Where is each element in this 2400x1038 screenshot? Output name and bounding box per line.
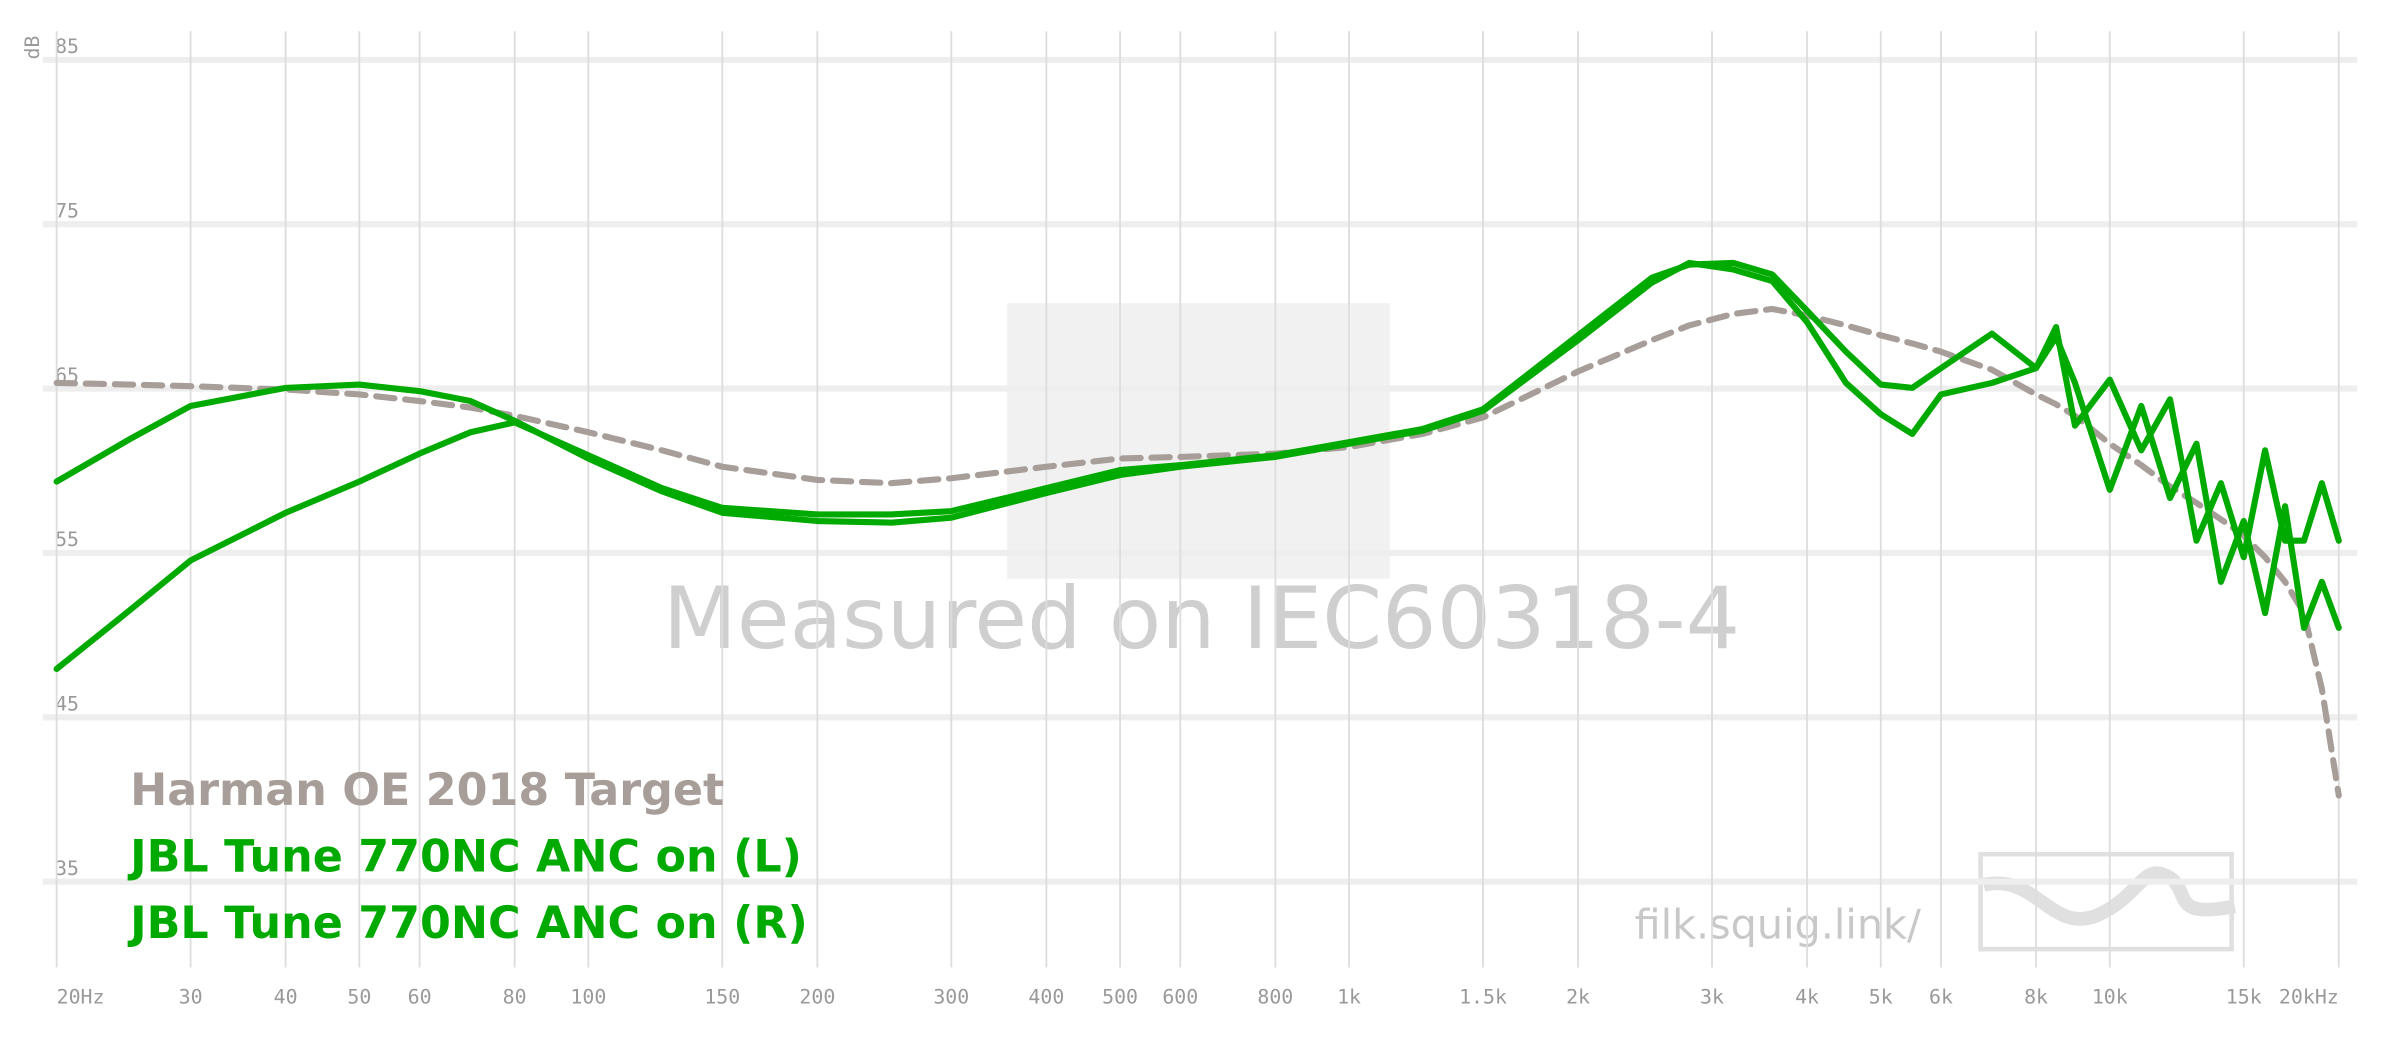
series-line [53, 259, 2342, 672]
x-tick-label: 100 [570, 986, 606, 1009]
x-tick-label: 20kHz [2279, 986, 2339, 1009]
watermark-image [1007, 303, 1390, 579]
x-tick-label: 1k [1337, 986, 1361, 1009]
watermark: Measured on IEC60318-4 [663, 569, 1740, 669]
x-tick-label: 4k [1795, 986, 1819, 1009]
legend: Harman OE 2018 Target JBL Tune 770NC ANC … [127, 765, 808, 949]
y-tick-label: 75 [55, 199, 79, 222]
x-tick-label: 60 [408, 986, 432, 1009]
x-tick-label: 20Hz [57, 986, 105, 1009]
y-tick-label: 35 [55, 857, 79, 880]
x-tick-label: 800 [1257, 986, 1293, 1009]
y-tick-label: 85 [55, 35, 79, 58]
plot [53, 259, 2342, 799]
x-tick-label: 5k [1869, 986, 1893, 1009]
x-tick-label: 2k [1566, 986, 1590, 1009]
x-tick-label: 3k [1700, 986, 1724, 1009]
x-tick-label: 15k [2226, 986, 2262, 1009]
x-tick-label: 150 [704, 986, 740, 1009]
x-tick-label: 600 [1162, 986, 1198, 1009]
y-axis-label: dB [21, 36, 44, 60]
x-tick-label: 1.5k [1459, 986, 1507, 1009]
x-tick-label: 6k [1929, 986, 1953, 1009]
x-tick-label: 30 [179, 986, 203, 1009]
x-tick-label: 40 [274, 986, 298, 1009]
site-label: filk.squig.link/ [1635, 901, 1921, 949]
y-tick-label: 55 [55, 528, 79, 551]
y-tick-label: 45 [55, 693, 79, 716]
x-tick-label: 500 [1102, 986, 1138, 1009]
legend-entry: Harman OE 2018 Target [130, 765, 724, 816]
x-tick-label: 200 [799, 986, 835, 1009]
x-tick-label: 10k [2092, 986, 2128, 1009]
series-line [53, 305, 2342, 799]
x-tick-label: 8k [2024, 986, 2048, 1009]
logo [1978, 851, 2237, 952]
x-tick-label: 50 [347, 986, 371, 1009]
x-tick-label: 80 [503, 986, 527, 1009]
legend-entry: JBL Tune 770NC ANC on (L) [127, 832, 802, 883]
x-tick-label: 400 [1028, 986, 1064, 1009]
x-tick-label: 300 [933, 986, 969, 1009]
legend-entry: JBL Tune 770NC ANC on (R) [127, 898, 808, 949]
